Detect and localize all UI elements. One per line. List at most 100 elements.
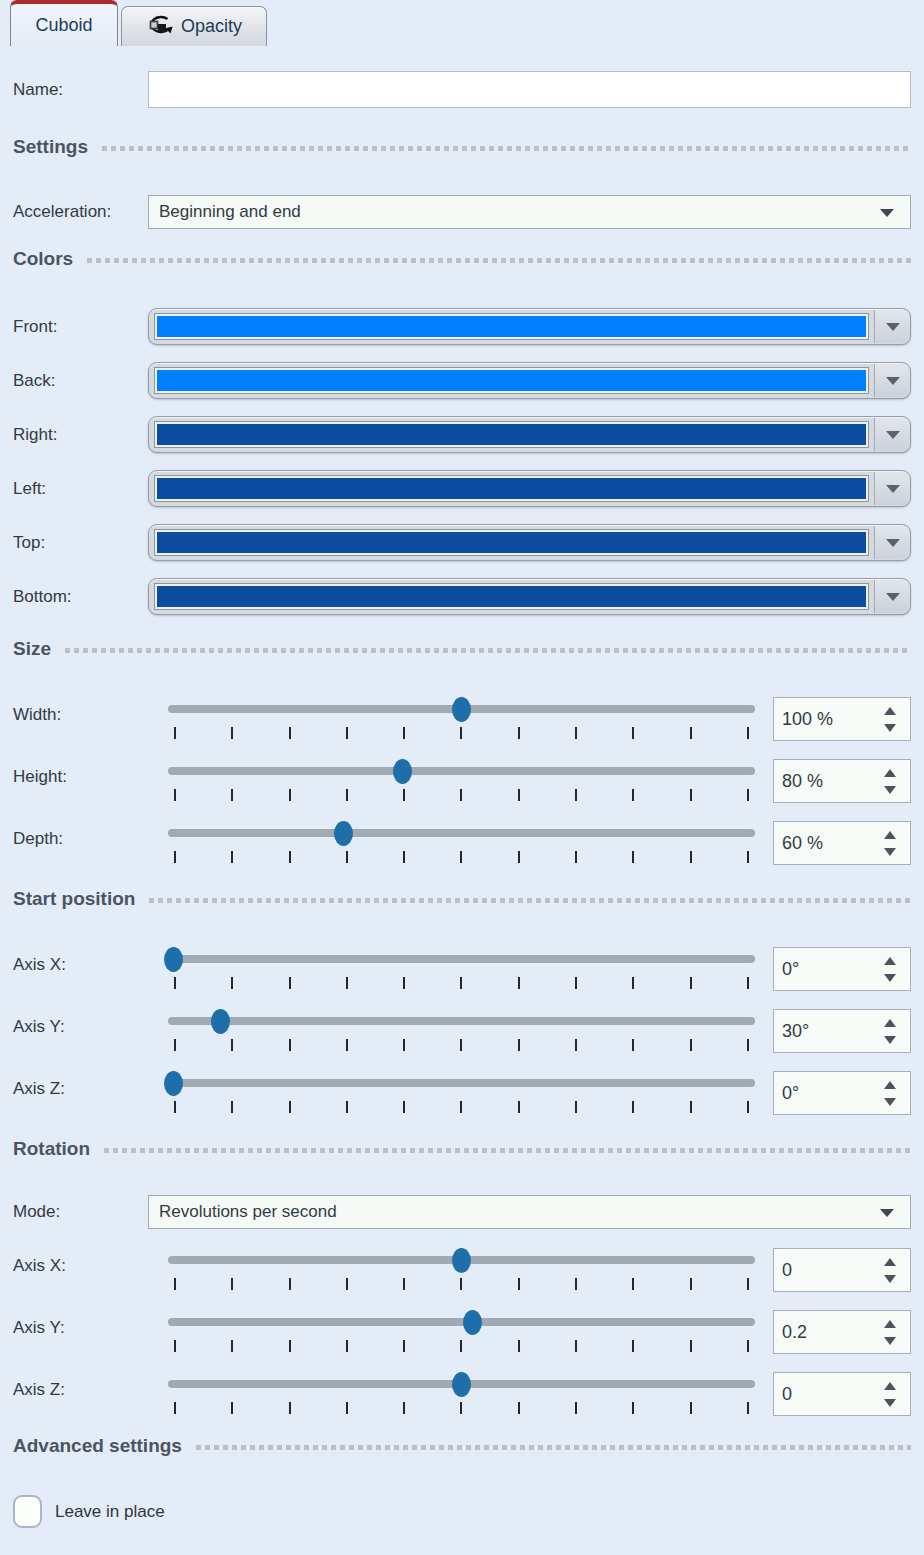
rotation-mode-dropdown[interactable]: Revolutions per second — [148, 1195, 911, 1229]
width-label: Width: — [13, 705, 148, 725]
rotation-axis-z-value: 0 — [774, 1384, 876, 1405]
slider-ticks — [174, 851, 749, 864]
slider-track[interactable] — [168, 1079, 755, 1087]
rotation-axis-y-slider[interactable] — [168, 1310, 755, 1354]
rotation-axis-x-slider-thumb[interactable] — [452, 1248, 471, 1273]
top-color-swatch — [157, 532, 866, 553]
start-axis-y-slider-thumb[interactable] — [211, 1009, 230, 1034]
leave-in-place-checkbox[interactable] — [13, 1495, 42, 1528]
tab-opacity[interactable]: Opacity — [121, 6, 267, 46]
tab-opacity-label: Opacity — [181, 16, 242, 37]
height-slider[interactable] — [168, 759, 755, 803]
section-advanced-settings: Advanced settings — [13, 1432, 911, 1460]
spin-up-button[interactable] — [884, 707, 896, 715]
top-color-dropdown-button[interactable] — [874, 526, 910, 559]
right-color-dropdown[interactable] — [148, 416, 911, 453]
spin-down-button[interactable] — [884, 1036, 896, 1044]
spin-up-button[interactable] — [884, 831, 896, 839]
tab-cuboid[interactable]: Cuboid — [10, 0, 118, 46]
slider-track[interactable] — [168, 955, 755, 963]
start-axis-x-slider-thumb[interactable] — [164, 947, 183, 972]
slider-track[interactable] — [168, 829, 755, 837]
acceleration-label: Acceleration: — [13, 202, 148, 222]
rotation-axis-x-spinbox[interactable]: 0 — [773, 1248, 911, 1292]
rotation-axis-z-slider[interactable] — [168, 1372, 755, 1416]
start-axis-y-slider[interactable] — [168, 1009, 755, 1053]
width-slider-thumb[interactable] — [452, 697, 471, 722]
slider-ticks — [174, 1101, 749, 1114]
spin-up-button[interactable] — [884, 957, 896, 965]
color-row-right: Right: — [13, 416, 911, 453]
rotation-mode-row: Mode: Revolutions per second — [13, 1195, 911, 1229]
height-value: 80 % — [774, 771, 876, 792]
rotation-axis-z-row: Axis Z: 0 — [13, 1372, 911, 1416]
spin-up-button[interactable] — [884, 1320, 896, 1328]
left-color-dropdown-button[interactable] — [874, 472, 910, 505]
left-color-dropdown[interactable] — [148, 470, 911, 507]
spin-up-button[interactable] — [884, 1019, 896, 1027]
rotation-axis-y-slider-thumb[interactable] — [463, 1310, 482, 1335]
spin-down-button[interactable] — [884, 974, 896, 982]
start-axis-x-value: 0° — [774, 959, 876, 980]
right-color-dropdown-button[interactable] — [874, 418, 910, 451]
name-input[interactable] — [148, 71, 911, 108]
depth-slider-thumb[interactable] — [334, 821, 353, 846]
start-axis-x-slider[interactable] — [168, 947, 755, 991]
color-swatch-frame — [154, 475, 869, 502]
slider-track[interactable] — [168, 1318, 755, 1326]
depth-slider[interactable] — [168, 821, 755, 865]
width-spinbox[interactable]: 100 % — [773, 697, 911, 741]
start-axis-y-value: 30° — [774, 1021, 876, 1042]
spin-down-button[interactable] — [884, 848, 896, 856]
height-spinbox[interactable]: 80 % — [773, 759, 911, 803]
rotation-axis-y-spinbox[interactable]: 0.2 — [773, 1310, 911, 1354]
chevron-down-icon — [886, 377, 900, 385]
spin-up-button[interactable] — [884, 1258, 896, 1266]
spin-down-button[interactable] — [884, 786, 896, 794]
chevron-down-icon — [880, 1209, 894, 1217]
start-axis-z-row: Axis Z: 0° — [13, 1071, 911, 1115]
rotation-axis-y-value: 0.2 — [774, 1322, 876, 1343]
front-color-dropdown-button[interactable] — [874, 310, 910, 343]
section-start-position-title: Start position — [13, 888, 135, 910]
spin-up-button[interactable] — [884, 769, 896, 777]
start-axis-z-slider-thumb[interactable] — [164, 1071, 183, 1096]
start-axis-y-spinbox[interactable]: 30° — [773, 1009, 911, 1053]
spin-down-button[interactable] — [884, 1275, 896, 1283]
rotation-axis-z-spinbox[interactable]: 0 — [773, 1372, 911, 1416]
depth-spinbox[interactable]: 60 % — [773, 821, 911, 865]
spin-down-button[interactable] — [884, 724, 896, 732]
tab-bar: Cuboid Opacity — [0, 0, 924, 46]
rotation-axis-x-slider[interactable] — [168, 1248, 755, 1292]
spin-down-button[interactable] — [884, 1337, 896, 1345]
slider-track[interactable] — [168, 767, 755, 775]
start-axis-z-spinbox[interactable]: 0° — [773, 1071, 911, 1115]
section-advanced-settings-title: Advanced settings — [13, 1435, 182, 1457]
spin-down-button[interactable] — [884, 1098, 896, 1106]
slider-ticks — [174, 977, 749, 990]
color-swatch-frame — [154, 421, 869, 448]
height-slider-thumb[interactable] — [393, 759, 412, 784]
chevron-down-icon — [886, 539, 900, 547]
width-slider[interactable] — [168, 697, 755, 741]
rotation-axis-y-row: Axis Y: 0.2 — [13, 1310, 911, 1354]
bottom-color-dropdown[interactable] — [148, 578, 911, 615]
spin-up-button[interactable] — [884, 1382, 896, 1390]
bottom-color-dropdown-button[interactable] — [874, 580, 910, 613]
spin-down-button[interactable] — [884, 1399, 896, 1407]
start-axis-z-slider[interactable] — [168, 1071, 755, 1115]
rotation-mode-value: Revolutions per second — [159, 1202, 337, 1222]
bottom-color-label: Bottom: — [13, 587, 148, 607]
acceleration-dropdown[interactable]: Beginning and end — [148, 195, 911, 229]
top-color-dropdown[interactable] — [148, 524, 911, 561]
back-color-dropdown-button[interactable] — [874, 364, 910, 397]
back-color-dropdown[interactable] — [148, 362, 911, 399]
name-row: Name: — [13, 71, 911, 108]
slider-track[interactable] — [168, 1017, 755, 1025]
depth-label: Depth: — [13, 829, 148, 849]
rotation-axis-z-slider-thumb[interactable] — [452, 1372, 471, 1397]
front-color-dropdown[interactable] — [148, 308, 911, 345]
start-axis-z-value: 0° — [774, 1083, 876, 1104]
start-axis-x-spinbox[interactable]: 0° — [773, 947, 911, 991]
spin-up-button[interactable] — [884, 1081, 896, 1089]
